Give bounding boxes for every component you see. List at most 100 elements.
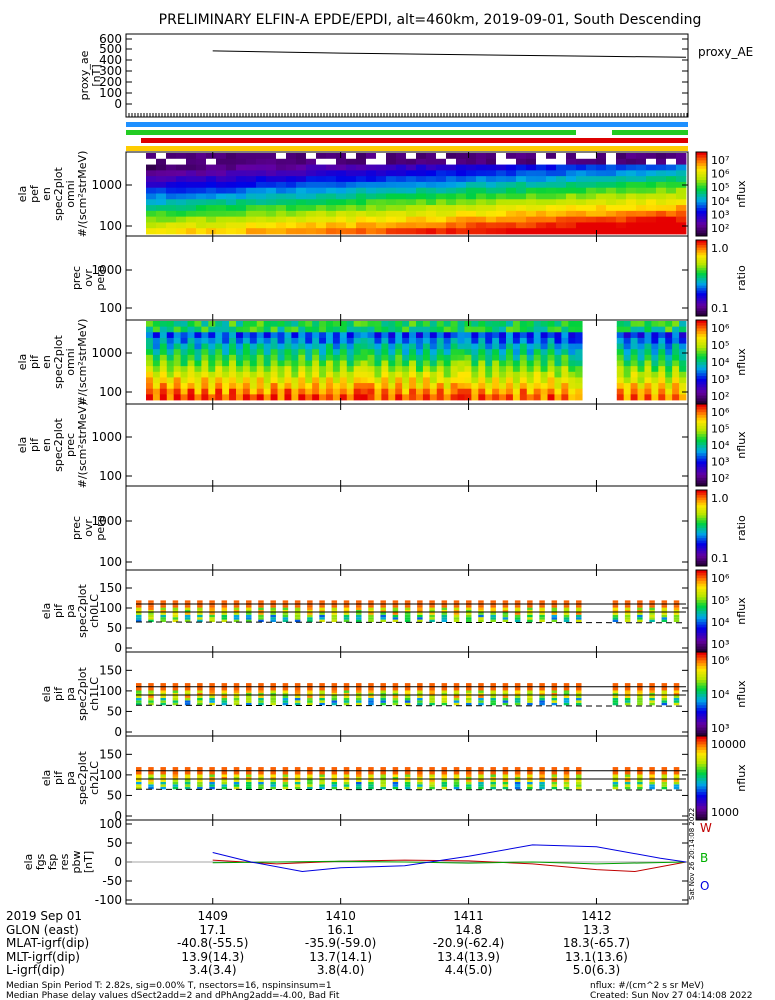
pa1-cbar-tick-2: 10³ (711, 722, 729, 735)
pef-cell-10-9 (246, 205, 257, 212)
pif-omni-cell-30-3 (353, 337, 362, 344)
pif-omni-cell-44-2 (450, 332, 458, 339)
pa0-cbar-seg-27 (696, 643, 707, 648)
pef-cell-16-3 (306, 170, 317, 177)
pif-omni-cell-7-12 (194, 388, 202, 395)
pa0-cell-48-83 (429, 612, 435, 615)
pif-omni-cell-72-0 (644, 321, 652, 328)
pef-cell-52-3 (666, 170, 677, 177)
pef-cell-4-3 (186, 170, 197, 177)
pef-cell-32-8 (466, 199, 477, 206)
pef-cell-44-3 (586, 170, 597, 177)
pef-cbar-seg-26 (696, 224, 707, 229)
pa1-cell-54-95 (466, 690, 472, 693)
pif-omni-cell-56-11 (533, 383, 542, 390)
pif-omni-cell-74-6 (658, 354, 666, 361)
pif-omni-cell-17-2 (263, 332, 272, 339)
pef-cbar-seg-19 (696, 205, 707, 209)
pif-omni-cbar-seg-23 (696, 384, 707, 388)
pif-omni-cell-41-4 (429, 343, 438, 350)
pa2-cell-14-65 (221, 786, 228, 790)
pif-omni-cell-19-8 (277, 366, 285, 373)
pif-omni-cell-23-7 (305, 360, 313, 367)
pef-cell-13-10 (276, 210, 287, 218)
pif-omni-cell-55-11 (526, 383, 535, 390)
pef-cell-34-0 (486, 153, 497, 160)
pa1-cbar-seg-11 (696, 682, 707, 687)
pif-omni-cell-4-4 (173, 343, 182, 350)
pef-cell-7-2 (216, 164, 227, 171)
pa1-cell-10-101 (197, 688, 203, 691)
pif-omni-cell-49-12 (485, 388, 493, 395)
footer-col-0-row-4: 3.4(3.4) (189, 963, 237, 977)
ratio-e-cbar-seg-20 (696, 290, 707, 294)
pa1-cell-20-95 (258, 690, 264, 693)
pa1-cell-32-89 (331, 692, 338, 696)
pa0-cell-2-113 (148, 600, 154, 603)
pef-cell-20-5 (346, 181, 357, 189)
pa2-cell-40-113 (380, 767, 386, 770)
pa2-cell-40-77 (380, 781, 386, 785)
pef-cell-19-3 (336, 170, 347, 177)
pif-omni-cell-4-9 (173, 371, 182, 378)
ratio-e-cbar-seg-23 (696, 298, 707, 302)
pif-omni-cell-9-12 (208, 388, 216, 395)
pa2-cell-8-95 (184, 774, 191, 777)
pef-cell-39-9 (536, 205, 547, 212)
pif-omni-cell-75-13 (665, 394, 673, 401)
pif-omni-cell-18-0 (270, 321, 278, 328)
pa2-cell-4-83 (160, 779, 166, 782)
pa1-cell-42-65 (392, 702, 399, 706)
pa1-cbar-seg-21 (696, 710, 707, 715)
pa0-cell-42-65 (392, 619, 399, 622)
pa2-cell-26-113 (294, 767, 301, 770)
pif-omni-cell-68-12 (616, 388, 625, 395)
pif-omni-cbar-seg-24 (696, 387, 707, 391)
pef-cell-24-11 (386, 216, 397, 223)
pif-omni-cell-56-1 (533, 326, 542, 333)
pa0-cell-0-83 (136, 612, 142, 615)
pef-cell-8-13 (226, 228, 237, 235)
pif-omni-ylabel-3: spec2plot (52, 335, 65, 389)
pif-omni-cbar-seg-8 (696, 342, 707, 346)
pif-omni-cell-73-0 (651, 321, 659, 328)
pa1-cell-8-65 (184, 702, 191, 706)
pa1-cell-50-101 (441, 688, 448, 691)
pif-omni-cell-7-5 (194, 349, 202, 356)
pa1-cell-70-77 (563, 697, 570, 701)
pif-omni-cell-5-5 (180, 349, 188, 356)
pa1-cell-24-65 (282, 702, 289, 706)
pa0-cell-80-113 (624, 600, 631, 603)
pa0-cbar-seg-13 (696, 605, 707, 609)
ae-yticklabel-3: 300 (99, 64, 122, 78)
pa0-cell-68-71 (551, 617, 558, 620)
pef-cell-9-1 (236, 158, 247, 165)
pif-omni-cell-73-10 (651, 377, 659, 384)
ratio-i-ylabel-2: perp (94, 515, 107, 540)
pa2-cell-46-95 (417, 774, 423, 777)
pef-cell-28-1 (426, 158, 437, 165)
pa1-cell-40-77 (380, 697, 386, 701)
pif-omni-cell-1-3 (152, 337, 161, 344)
pef-cell-49-11 (636, 216, 647, 223)
pef-cell-49-8 (636, 199, 647, 206)
pef-cell-20-6 (346, 187, 357, 194)
pif-prec-cbar-seg-13 (696, 439, 707, 443)
pif-omni-cell-35-11 (388, 383, 396, 390)
pif-omni-cell-69-3 (623, 337, 632, 344)
pef-cbar-seg-5 (696, 166, 707, 170)
pa0-cell-20-77 (258, 614, 264, 618)
pef-cell-50-8 (646, 199, 657, 206)
pa1-cell-46-101 (417, 688, 423, 691)
pa1-cell-68-89 (551, 692, 558, 696)
pef-cell-1-4 (156, 176, 167, 183)
pif-omni-cell-55-3 (526, 337, 535, 344)
pa2-cell-80-77 (624, 781, 631, 785)
pef-cell-21-6 (356, 187, 367, 194)
pif-omni-cell-72-13 (644, 394, 652, 401)
pef-cell-11-4 (256, 176, 267, 183)
pef-cell-31-7 (456, 193, 467, 200)
pa1-cell-36-101 (356, 688, 362, 691)
pif-omni-cell-3-1 (166, 326, 175, 333)
pif-omni-cell-40-7 (422, 360, 431, 367)
